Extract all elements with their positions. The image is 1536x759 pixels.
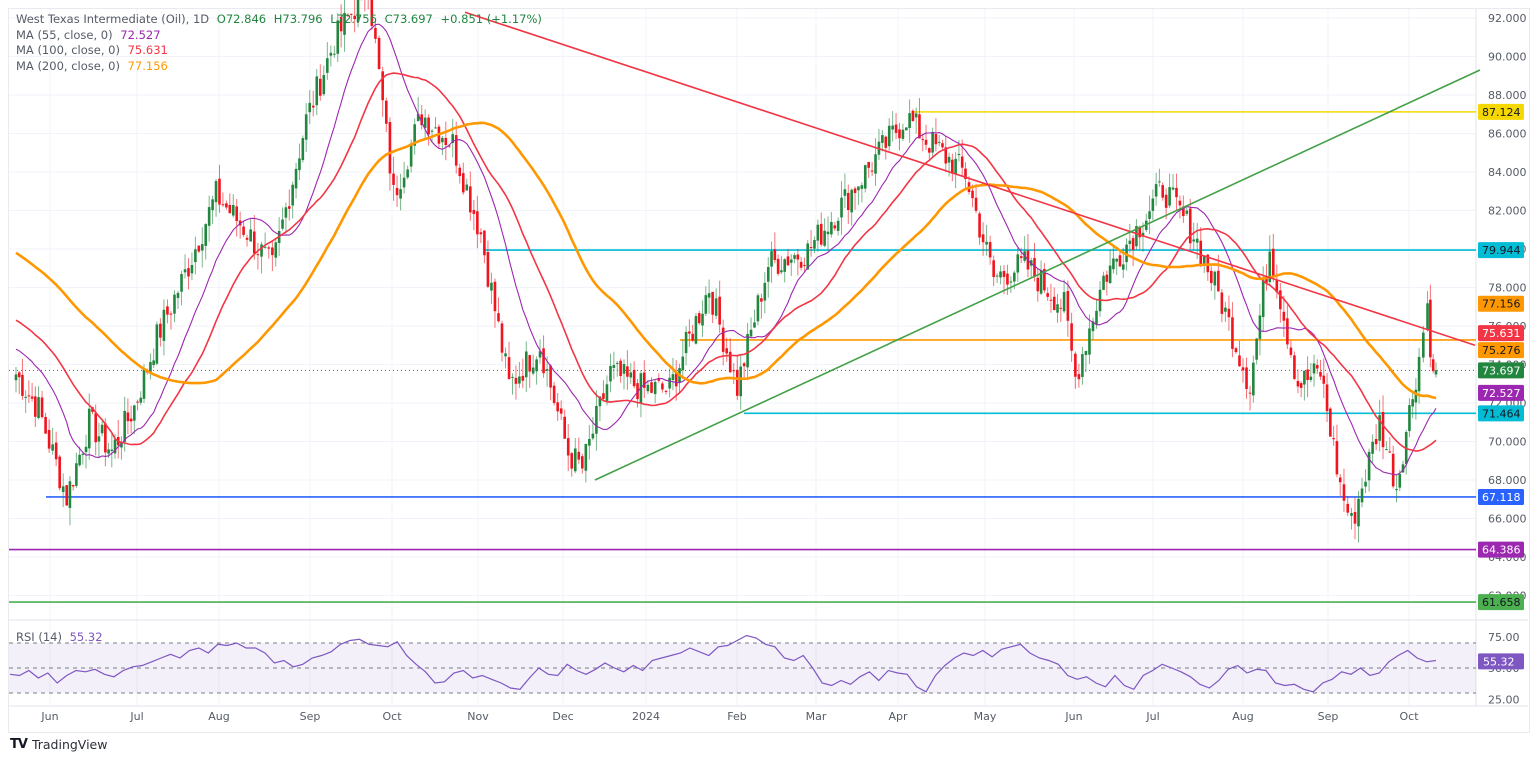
svg-text:92.000: 92.000: [1488, 12, 1527, 25]
svg-text:Feb: Feb: [727, 710, 746, 723]
svg-text:Jul: Jul: [129, 710, 143, 723]
svg-text:78.000: 78.000: [1488, 282, 1527, 295]
legend-symbol-row: West Texas Intermediate (Oil), 1D O72.84…: [16, 12, 542, 28]
tradingview-logo-icon: TV: [10, 737, 28, 752]
price-labels: 87.124 79.944 77.156 75.631 75.276 73.697 72.5…: [1478, 103, 1524, 611]
svg-text:Oct: Oct: [382, 710, 402, 723]
svg-text:84.000: 84.000: [1488, 166, 1527, 179]
svg-text:75.631: 75.631: [1482, 327, 1521, 340]
svg-text:86.000: 86.000: [1488, 128, 1527, 141]
svg-text:2024: 2024: [632, 710, 660, 723]
grid: [9, 9, 1528, 707]
ma200-value: 77.156: [127, 58, 168, 73]
svg-text:79.944: 79.944: [1482, 244, 1521, 257]
ohlc-change: +0.851 (+1.17%): [440, 12, 542, 26]
svg-text:Sep: Sep: [1318, 710, 1339, 723]
rsi-value: 55.32: [69, 630, 103, 644]
svg-text:75.00: 75.00: [1488, 631, 1520, 644]
ma100-value: 75.631: [127, 43, 168, 57]
svg-text:Apr: Apr: [888, 710, 908, 723]
ma55-line[interactable]: [15, 23, 1437, 476]
svg-text:Sep: Sep: [300, 710, 321, 723]
tradingview-brand-text: TradingView: [31, 737, 108, 752]
legend: West Texas Intermediate (Oil), 1D O72.84…: [16, 12, 542, 74]
ohlc-high: H73.796: [273, 12, 323, 26]
svg-text:88.000: 88.000: [1488, 89, 1527, 102]
ohlc-low: L72.756: [330, 12, 377, 26]
ohlc-close: C73.697: [384, 12, 433, 26]
legend-ma200[interactable]: MA (200, close, 0) 77.156: [16, 59, 542, 75]
rsi-label: RSI (14): [16, 630, 62, 644]
svg-text:Jul: Jul: [1145, 710, 1159, 723]
svg-text:70.000: 70.000: [1488, 436, 1527, 449]
symbol-title[interactable]: West Texas Intermediate (Oil), 1D: [16, 12, 210, 26]
ma200-label: MA (200, close, 0): [16, 58, 120, 73]
svg-text:25.00: 25.00: [1488, 693, 1520, 706]
svg-text:Oct: Oct: [1399, 710, 1419, 723]
svg-text:66.000: 66.000: [1488, 513, 1527, 526]
svg-text:87.124: 87.124: [1482, 106, 1521, 119]
ma200-line[interactable]: [15, 121, 1437, 400]
legend-ma100[interactable]: MA (100, close, 0) 75.631: [16, 43, 542, 59]
svg-text:Jun: Jun: [40, 710, 58, 723]
ohlc-open: O72.846: [216, 12, 267, 26]
svg-text:Aug: Aug: [208, 710, 229, 723]
svg-text:77.156: 77.156: [1482, 298, 1521, 311]
svg-text:75.276: 75.276: [1482, 344, 1521, 357]
horizontal-levels[interactable]: [9, 111, 1476, 603]
svg-text:Aug: Aug: [1232, 710, 1253, 723]
time-axis[interactable]: Jun Jul Aug Sep Oct Nov Dec 2024 Feb Mar Apr May Jun…: [40, 710, 1419, 723]
ascending-support-trendline[interactable]: [594, 69, 1481, 481]
svg-text:64.386: 64.386: [1482, 544, 1521, 557]
ma55-value: 72.527: [120, 27, 161, 42]
ma100-label: MA (100, close, 0): [16, 43, 120, 57]
svg-text:68.000: 68.000: [1488, 474, 1527, 487]
svg-text:67.118: 67.118: [1482, 491, 1521, 504]
candles[interactable]: [14, 0, 1438, 543]
rsi-legend[interactable]: RSI (14) 55.32: [16, 630, 103, 644]
svg-text:72.527: 72.527: [1482, 387, 1521, 400]
svg-text:71.464: 71.464: [1482, 407, 1521, 420]
svg-text:73.697: 73.697: [1482, 364, 1521, 377]
svg-text:Mar: Mar: [806, 710, 827, 723]
svg-text:Jun: Jun: [1064, 710, 1082, 723]
svg-text:May: May: [974, 710, 997, 723]
ma100-line[interactable]: [15, 72, 1437, 452]
svg-text:90.000: 90.000: [1488, 51, 1527, 64]
svg-text:Dec: Dec: [552, 710, 573, 723]
svg-text:Nov: Nov: [467, 710, 489, 723]
ma55-label: MA (55, close, 0): [16, 27, 113, 42]
tradingview-branding[interactable]: TV TradingView: [10, 737, 107, 752]
rsi-last-label: 55.32: [1483, 655, 1515, 668]
legend-ma55[interactable]: MA (55, close, 0) 72.527: [16, 28, 542, 44]
svg-text:82.000: 82.000: [1488, 205, 1527, 218]
svg-text:61.658: 61.658: [1482, 596, 1521, 609]
rsi-line: [9, 634, 1437, 693]
descending-resistance-trendline[interactable]: [464, 11, 1476, 347]
